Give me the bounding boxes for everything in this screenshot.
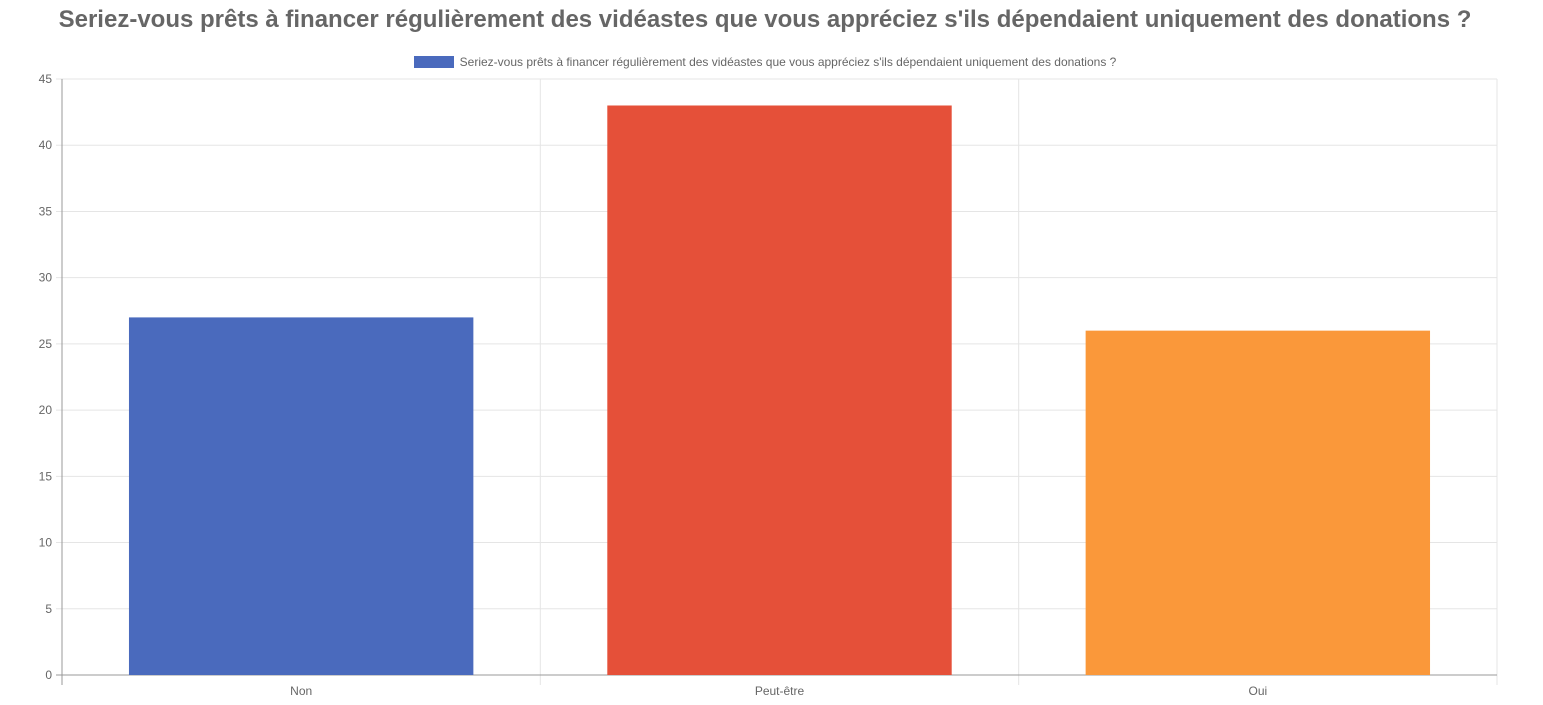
y-tick-label: 30 xyxy=(39,271,53,285)
y-tick-label: 40 xyxy=(39,138,53,152)
y-tick-label: 5 xyxy=(45,602,52,616)
legend[interactable]: Seriez-vous prêts à financer régulièreme… xyxy=(0,55,1530,69)
bar-oui xyxy=(1085,330,1431,675)
x-tick-label: Peut-être xyxy=(755,684,805,698)
bar-peut-tre xyxy=(607,105,952,675)
y-tick-label: 10 xyxy=(39,536,53,550)
legend-swatch xyxy=(413,56,454,68)
bars xyxy=(128,105,1431,675)
x-tick-label: Oui xyxy=(1248,684,1267,698)
x-tick-label: Non xyxy=(290,684,312,698)
y-tick-label: 35 xyxy=(39,204,53,218)
y-tick-label: 25 xyxy=(39,337,53,351)
chart-title: Seriez-vous prêts à financer régulièreme… xyxy=(58,6,1472,33)
y-tick-label: 45 xyxy=(39,72,53,86)
y-tick-label: 15 xyxy=(39,469,53,483)
y-tick-label: 20 xyxy=(39,403,53,417)
tick-labels: 0 5 10 15 20 25 30 35 40 45 Non Peut-être Oui xyxy=(39,72,1268,698)
bar-non xyxy=(128,317,474,675)
y-tick-label: 0 xyxy=(45,668,52,682)
legend-label: Seriez-vous prêts à financer régulièreme… xyxy=(459,55,1117,69)
